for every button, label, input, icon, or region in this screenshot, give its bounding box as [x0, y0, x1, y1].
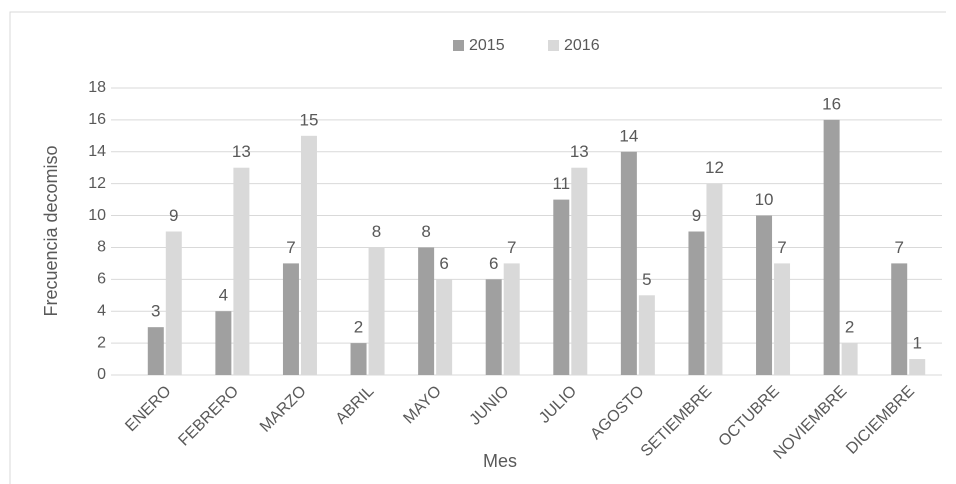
x-tick-label: MARZO [257, 383, 310, 436]
data-label: 2 [845, 318, 854, 337]
data-label: 12 [705, 158, 724, 177]
bar [620, 151, 637, 375]
bar [503, 263, 520, 375]
data-label: 8 [372, 222, 381, 241]
x-tick-label: AGOSTO [587, 383, 647, 443]
data-label: 11 [552, 174, 570, 193]
bar [418, 247, 435, 375]
data-label: 1 [912, 334, 921, 353]
chart-frame [9, 11, 946, 484]
data-label: 7 [507, 238, 516, 257]
bar [436, 279, 453, 375]
y-tick-label: 0 [97, 366, 106, 383]
y-tick-label: 10 [88, 207, 106, 224]
bar [909, 359, 926, 375]
bar [688, 231, 705, 375]
bar [485, 279, 502, 375]
data-label: 7 [286, 238, 295, 257]
data-label: 3 [151, 302, 160, 321]
data-label: 7 [894, 238, 903, 257]
x-tick-label: DICIEMBRE [843, 383, 918, 458]
y-tick-label: 14 [88, 143, 106, 160]
y-tick-label: 18 [88, 79, 106, 96]
data-label: 4 [219, 286, 228, 305]
bar [300, 135, 317, 375]
x-axis-label: Mes [483, 451, 517, 471]
data-label: 2 [354, 318, 363, 337]
bar [165, 231, 182, 375]
bar [553, 199, 570, 375]
data-label: 9 [692, 206, 701, 225]
bar [215, 311, 232, 375]
x-tick-label: OCTUBRE [716, 383, 783, 450]
x-tick-label: JUNIO [467, 383, 513, 429]
data-label: 7 [777, 238, 786, 257]
bar [638, 295, 655, 375]
legend-label: 2016 [564, 37, 600, 54]
data-label: 13 [232, 142, 251, 161]
y-tick-label: 8 [97, 239, 106, 256]
data-label: 16 [822, 94, 841, 113]
legend-swatch [453, 40, 464, 51]
x-tick-label: MAYO [400, 383, 445, 428]
data-label: 14 [619, 126, 638, 145]
x-tick-label: SETIEMBRE [638, 383, 715, 460]
bar [571, 167, 588, 375]
data-label: 15 [299, 110, 318, 129]
legend-swatch [548, 40, 559, 51]
data-label: 6 [439, 254, 448, 273]
x-tick-label: ABRIL [333, 383, 378, 428]
y-tick-label: 12 [88, 175, 106, 192]
y-tick-label: 16 [88, 111, 106, 128]
bar [774, 263, 791, 375]
bar [147, 327, 164, 375]
y-tick-label: 2 [97, 334, 106, 351]
bar [823, 119, 840, 375]
x-tick-label: JULIO [536, 383, 580, 427]
bar [841, 343, 858, 375]
bar [350, 343, 367, 375]
bar [282, 263, 299, 375]
data-label: 10 [755, 190, 774, 209]
bar [368, 247, 385, 375]
bar [233, 167, 250, 375]
y-tick-label: 4 [97, 302, 106, 319]
data-label: 9 [169, 206, 178, 225]
x-tick-label: FEBRERO [175, 383, 242, 450]
data-label: 5 [642, 270, 651, 289]
bar [756, 215, 773, 375]
y-tick-label: 6 [97, 271, 106, 288]
y-axis-label: Frecuencia decomiso [41, 145, 61, 316]
bar [891, 263, 908, 375]
data-label: 13 [570, 142, 589, 161]
data-label: 8 [421, 222, 430, 241]
data-label: 6 [489, 254, 498, 273]
legend-label: 2015 [469, 37, 505, 54]
bar [706, 183, 723, 375]
x-tick-label: ENERO [122, 383, 174, 435]
